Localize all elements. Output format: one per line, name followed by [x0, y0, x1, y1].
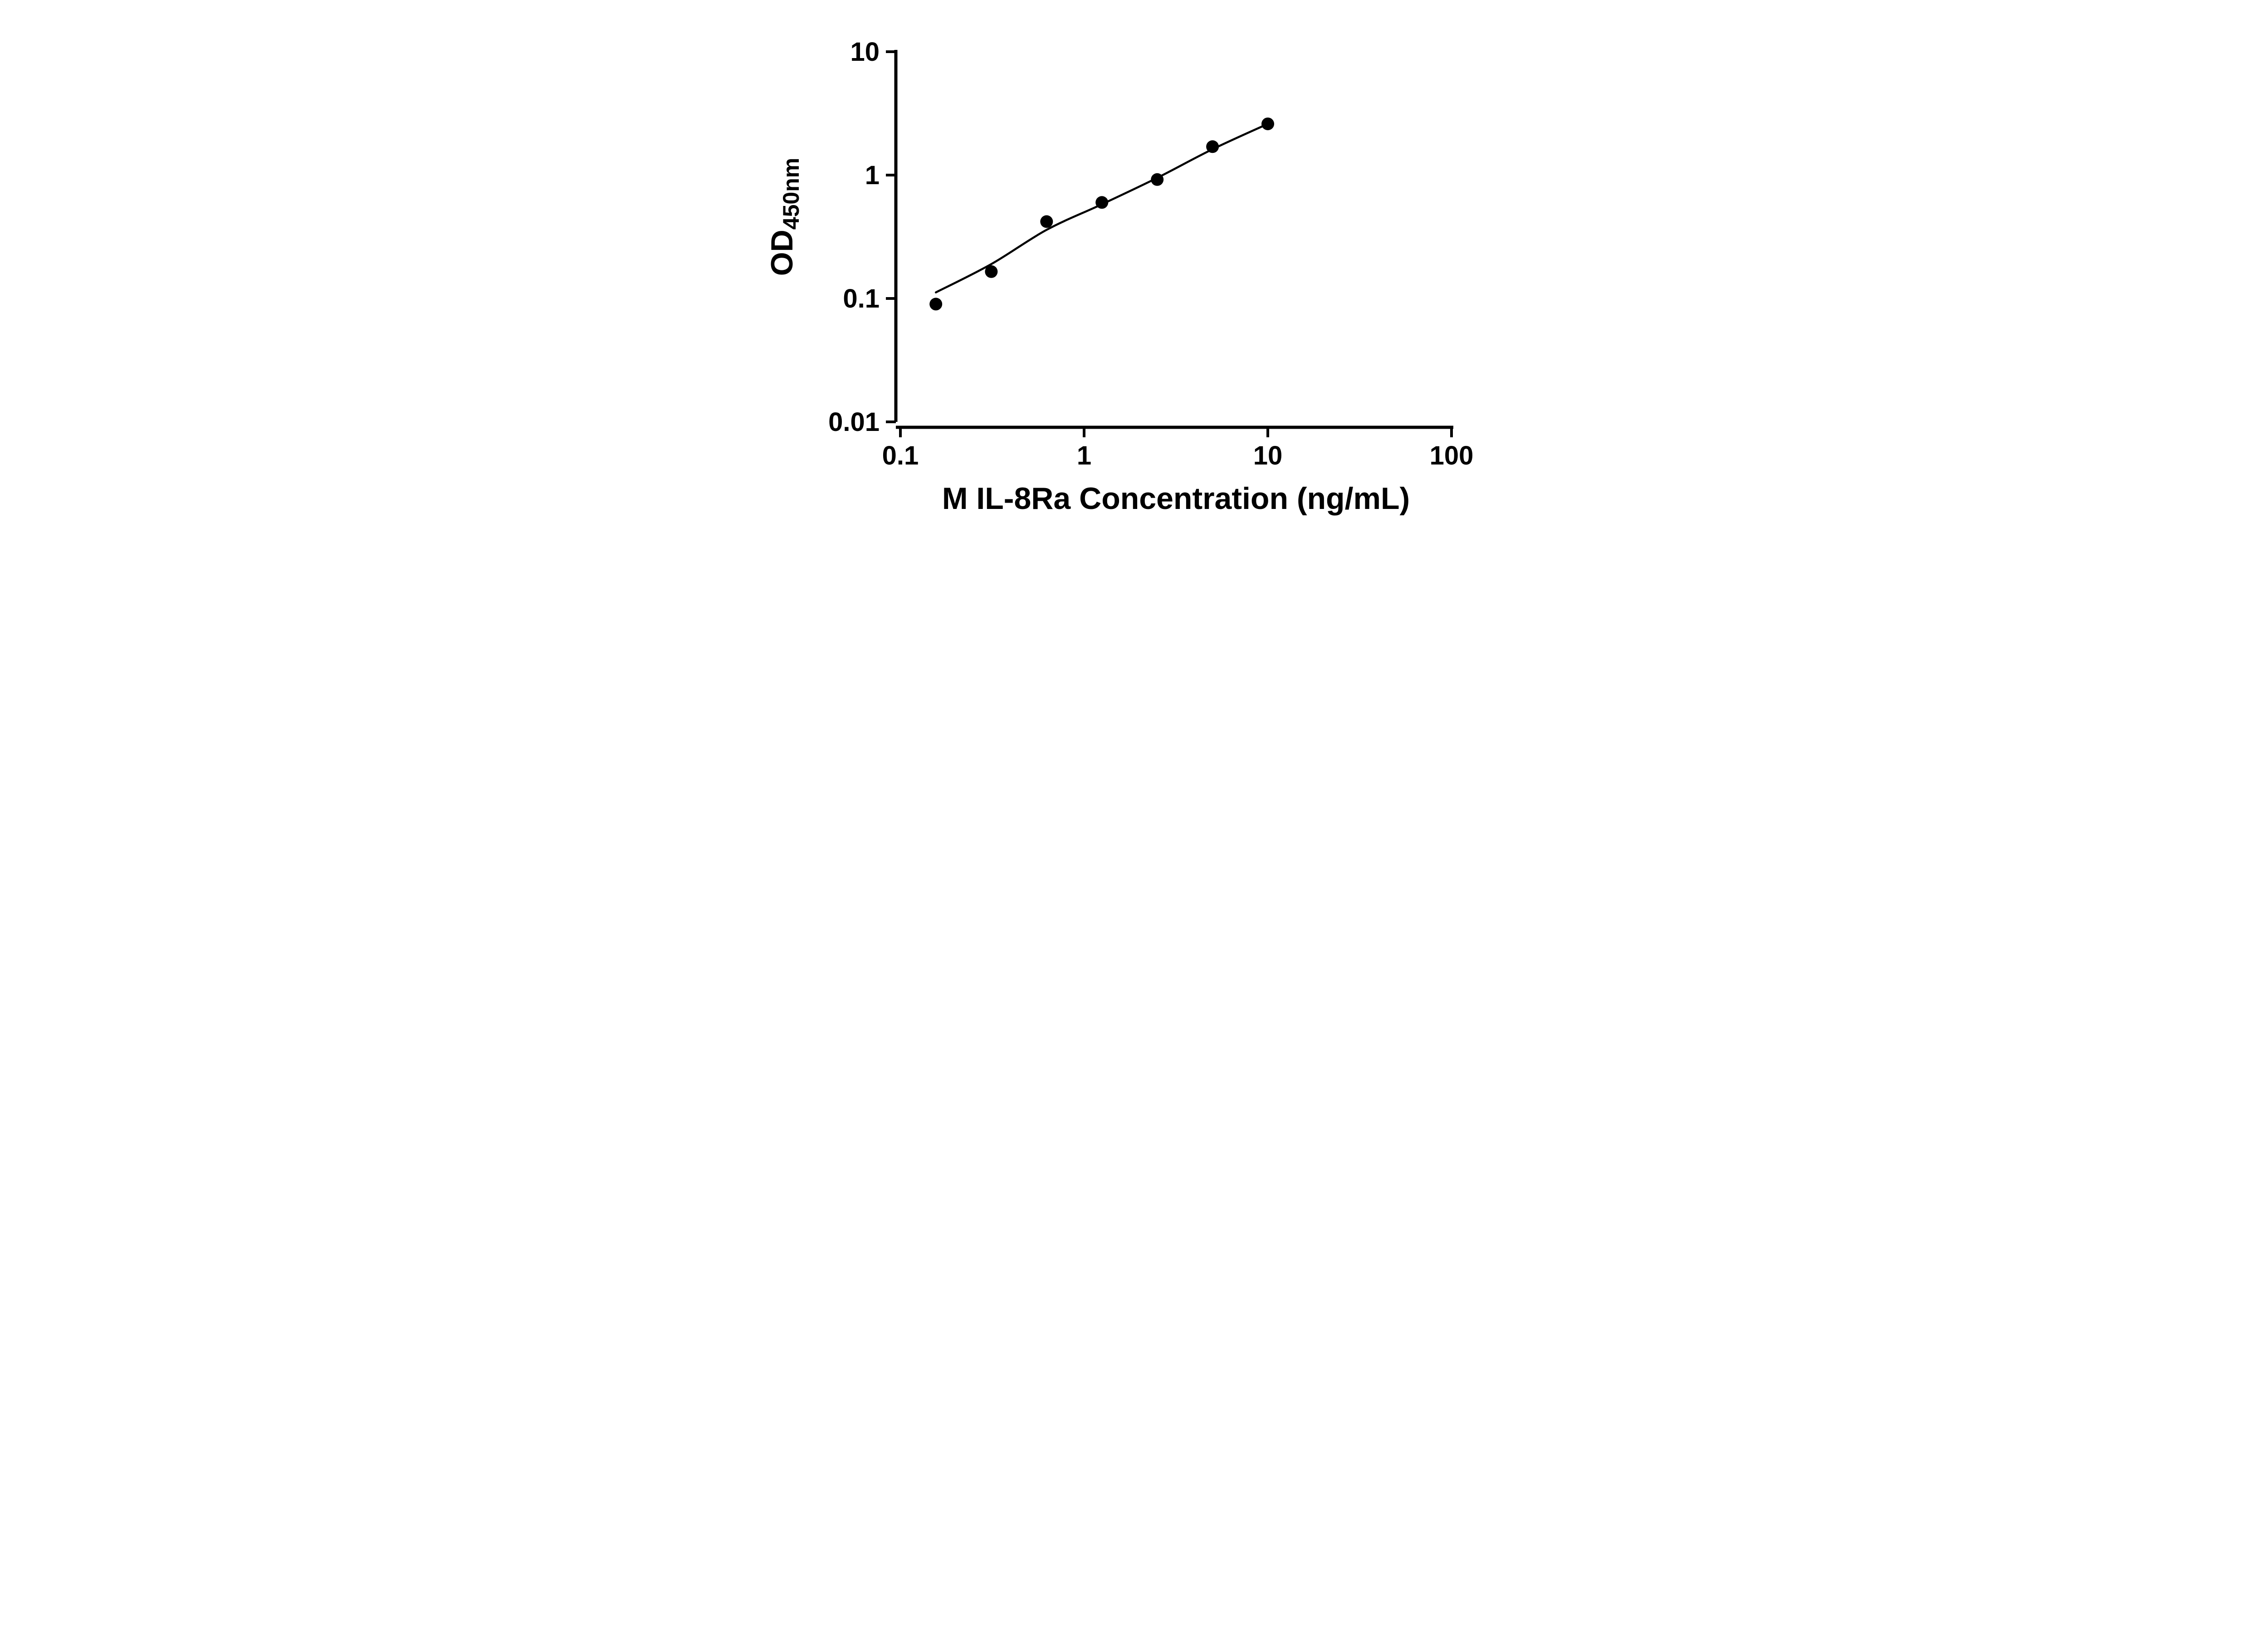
- data-point: [1261, 117, 1274, 131]
- data-point: [929, 298, 943, 311]
- y-axis-title-subscript: 450nm: [778, 158, 804, 230]
- data-points: [929, 117, 1274, 311]
- x-axis-title: M IL-8Ra Concentration (ng/mL): [942, 481, 1410, 516]
- y-tick-label: 0.01: [828, 407, 880, 437]
- data-point: [1040, 215, 1053, 228]
- x-tick-label: 100: [1430, 441, 1474, 470]
- y-tick-label: 10: [850, 37, 880, 67]
- data-point: [985, 265, 998, 278]
- x-axis-ticks: 0.1 1 10 100: [882, 427, 1474, 470]
- y-tick-label: 1: [865, 161, 880, 190]
- data-point: [1151, 173, 1164, 186]
- x-tick-label: 1: [1077, 441, 1091, 470]
- y-axis-ticks: 10 1 0.1 0.01: [828, 37, 896, 437]
- data-point: [1095, 196, 1109, 209]
- data-point: [1206, 140, 1219, 153]
- x-tick-label: 10: [1253, 441, 1283, 470]
- elisa-standard-curve-figure: 0.1 1 10 100 10 1 0.1 0.01 M IL-8Ra Concentrat…: [746, 0, 1522, 544]
- x-tick-label: 0.1: [882, 441, 919, 470]
- y-axis-title: OD450nm: [765, 158, 804, 276]
- y-axis-title-main: OD: [765, 230, 799, 276]
- y-tick-label: 0.1: [843, 284, 880, 313]
